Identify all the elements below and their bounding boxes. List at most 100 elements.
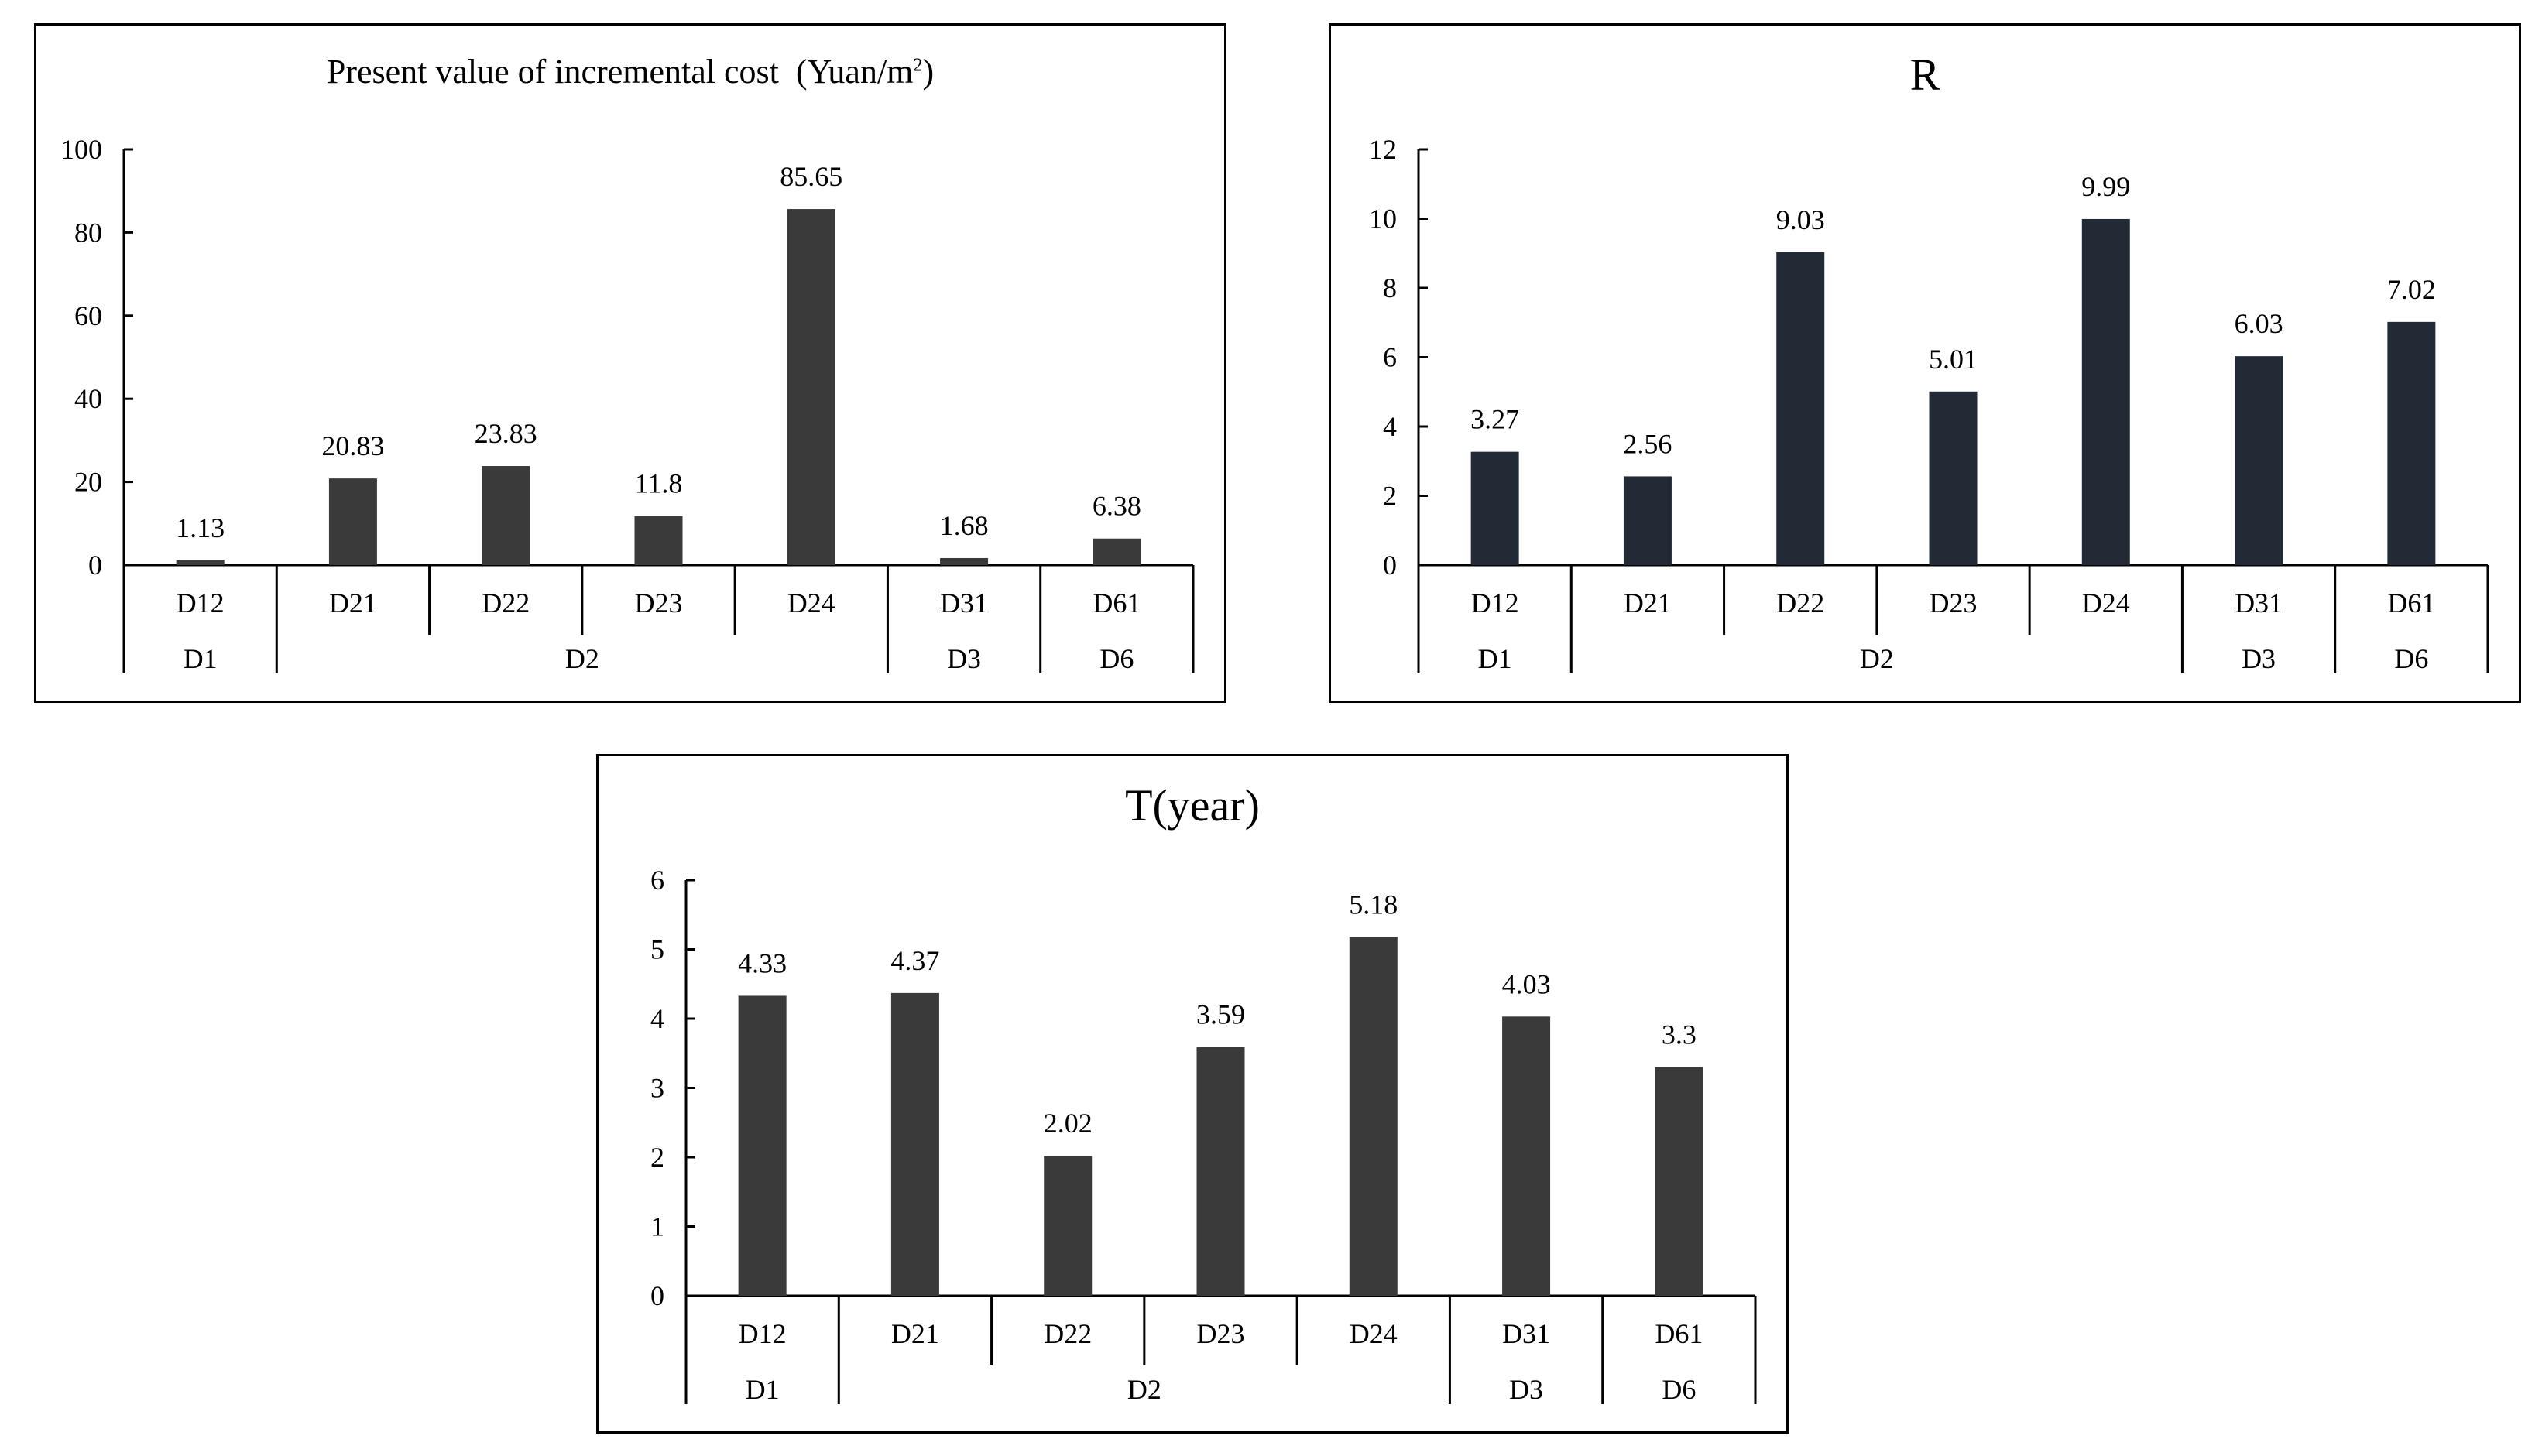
t-group-label: D3 bbox=[1509, 1374, 1543, 1405]
cost-y-tick-label: 80 bbox=[74, 217, 102, 248]
cost-group-label: D3 bbox=[947, 643, 981, 674]
r-y-tick-label: 8 bbox=[1383, 272, 1397, 303]
r-category-label: D12 bbox=[1471, 588, 1519, 618]
t-y-tick-label: 3 bbox=[650, 1073, 664, 1104]
t-bar bbox=[890, 992, 939, 1296]
cost-bar bbox=[482, 466, 530, 565]
cost-group-label: D6 bbox=[1099, 643, 1134, 674]
r-bar bbox=[2387, 321, 2436, 565]
t-category-label: D21 bbox=[891, 1318, 939, 1349]
cost-y-tick-label: 0 bbox=[88, 550, 102, 581]
cost-y-tick-label: 20 bbox=[74, 467, 102, 498]
t-value-label: 4.37 bbox=[890, 945, 939, 976]
r-y-tick-label: 4 bbox=[1383, 411, 1397, 442]
r-chart-plot: 0 2 4 6 8 10 12 3.27 D12 2.56 D21 9.03 D22 5.01 D23 9.9… bbox=[1369, 134, 2489, 674]
t-value-label: 3.59 bbox=[1196, 999, 1245, 1030]
t-value-label: 4.03 bbox=[1502, 968, 1551, 999]
r-bar bbox=[1470, 451, 1519, 565]
cost-y-tick-label: 40 bbox=[74, 383, 102, 414]
cost-value-label: 85.65 bbox=[780, 161, 842, 192]
r-category-label: D24 bbox=[2082, 588, 2130, 618]
cost-bar bbox=[634, 516, 683, 565]
cost-value-label: 1.68 bbox=[940, 510, 989, 541]
r-group-label: D6 bbox=[2394, 643, 2428, 674]
r-bar bbox=[2081, 218, 2130, 565]
r-bar bbox=[2235, 356, 2283, 565]
t-y-tick-label: 2 bbox=[650, 1142, 664, 1173]
t-bar bbox=[738, 995, 787, 1296]
r-value-label: 5.01 bbox=[1929, 344, 1978, 375]
t-category-label: D31 bbox=[1502, 1318, 1550, 1349]
t-group-label: D1 bbox=[746, 1374, 780, 1405]
t-bar bbox=[1196, 1047, 1245, 1296]
cost-bar bbox=[940, 557, 989, 565]
cost-category-label: D21 bbox=[329, 588, 377, 618]
cost-chart-panel: Present value of incremental cost (Yuan/… bbox=[34, 23, 1226, 703]
r-group-label: D1 bbox=[1478, 643, 1512, 674]
cost-category-label: D22 bbox=[482, 588, 530, 618]
cost-bar bbox=[787, 209, 835, 565]
cost-chart-title: Present value of incremental cost (Yuan/… bbox=[326, 53, 935, 91]
cost-bar bbox=[1093, 538, 1141, 565]
r-y-tick-label: 2 bbox=[1383, 481, 1397, 512]
t-y-tick-label: 4 bbox=[650, 1003, 664, 1034]
r-chart-title: R bbox=[1909, 50, 1940, 100]
t-chart-plot: 0 1 2 3 4 5 6 4.33 D12 4.37 D21 2.02 D22 3.59 D23 5.18 D… bbox=[650, 865, 1757, 1405]
cost-chart-plot: 0 20 40 60 80 100 1.13 D12 20.83 D21 23.83 D22 11.8 D… bbox=[60, 134, 1195, 674]
t-category-label: D23 bbox=[1197, 1318, 1245, 1349]
r-bar bbox=[1776, 252, 1825, 565]
t-y-tick-label: 5 bbox=[650, 934, 664, 965]
t-category-label: D12 bbox=[739, 1318, 787, 1349]
r-value-label: 7.02 bbox=[2387, 274, 2436, 305]
t-category-label: D22 bbox=[1044, 1318, 1092, 1349]
t-value-label: 4.33 bbox=[738, 947, 787, 978]
t-bar bbox=[1655, 1067, 1703, 1296]
cost-value-label: 6.38 bbox=[1093, 491, 1141, 522]
r-group-label: D2 bbox=[1860, 643, 1894, 674]
t-value-label: 5.18 bbox=[1349, 889, 1398, 920]
t-category-label: D24 bbox=[1350, 1318, 1398, 1349]
t-chart-title: T(year) bbox=[1125, 780, 1260, 831]
cost-value-label: 20.83 bbox=[321, 430, 384, 461]
r-y-tick-label: 10 bbox=[1369, 204, 1397, 235]
cost-category-label: D61 bbox=[1093, 588, 1141, 618]
t-y-tick-label: 1 bbox=[650, 1211, 664, 1242]
cost-y-tick-label: 100 bbox=[60, 134, 102, 165]
cost-category-label: D23 bbox=[635, 588, 683, 618]
cost-bar bbox=[176, 560, 225, 565]
cost-bar bbox=[328, 478, 377, 565]
r-bar bbox=[1623, 476, 1672, 565]
t-chart-panel: T(year) 0 1 2 3 4 5 6 4.33 D12 4.37 D21 2.02 D22 3.59… bbox=[596, 754, 1789, 1434]
t-category-label: D61 bbox=[1655, 1318, 1703, 1349]
r-y-tick-label: 6 bbox=[1383, 342, 1397, 373]
cost-value-label: 1.13 bbox=[176, 512, 225, 543]
r-category-label: D22 bbox=[1776, 588, 1824, 618]
cost-value-label: 23.83 bbox=[475, 418, 537, 449]
t-y-tick-label: 0 bbox=[650, 1280, 664, 1311]
t-y-tick-label: 6 bbox=[650, 865, 664, 896]
t-group-label: D2 bbox=[1127, 1374, 1161, 1405]
r-category-label: D31 bbox=[2235, 588, 2283, 618]
r-value-label: 2.56 bbox=[1623, 428, 1672, 459]
t-bar bbox=[1349, 937, 1398, 1296]
cost-y-tick-label: 60 bbox=[74, 300, 102, 331]
r-value-label: 6.03 bbox=[2235, 308, 2283, 339]
t-value-label: 3.3 bbox=[1662, 1019, 1696, 1050]
r-chart-panel: R 0 2 4 6 8 10 12 3.27 D12 2.56 D21 9.03 D22 5.01 D23 9… bbox=[1329, 23, 2521, 703]
r-bar bbox=[1929, 391, 1978, 565]
r-y-tick-label: 12 bbox=[1369, 134, 1397, 165]
r-value-label: 9.03 bbox=[1776, 204, 1825, 235]
t-bar bbox=[1044, 1156, 1093, 1296]
r-category-label: D23 bbox=[1930, 588, 1978, 618]
cost-group-label: D1 bbox=[184, 643, 218, 674]
t-bar bbox=[1502, 1016, 1551, 1296]
t-group-label: D6 bbox=[1662, 1374, 1696, 1405]
r-category-label: D21 bbox=[1624, 588, 1672, 618]
r-category-label: D61 bbox=[2387, 588, 2435, 618]
r-value-label: 3.27 bbox=[1470, 404, 1519, 435]
cost-category-label: D24 bbox=[787, 588, 835, 618]
cost-group-label: D2 bbox=[565, 643, 599, 674]
t-value-label: 2.02 bbox=[1044, 1108, 1093, 1139]
cost-category-label: D12 bbox=[177, 588, 225, 618]
cost-category-label: D31 bbox=[940, 588, 988, 618]
